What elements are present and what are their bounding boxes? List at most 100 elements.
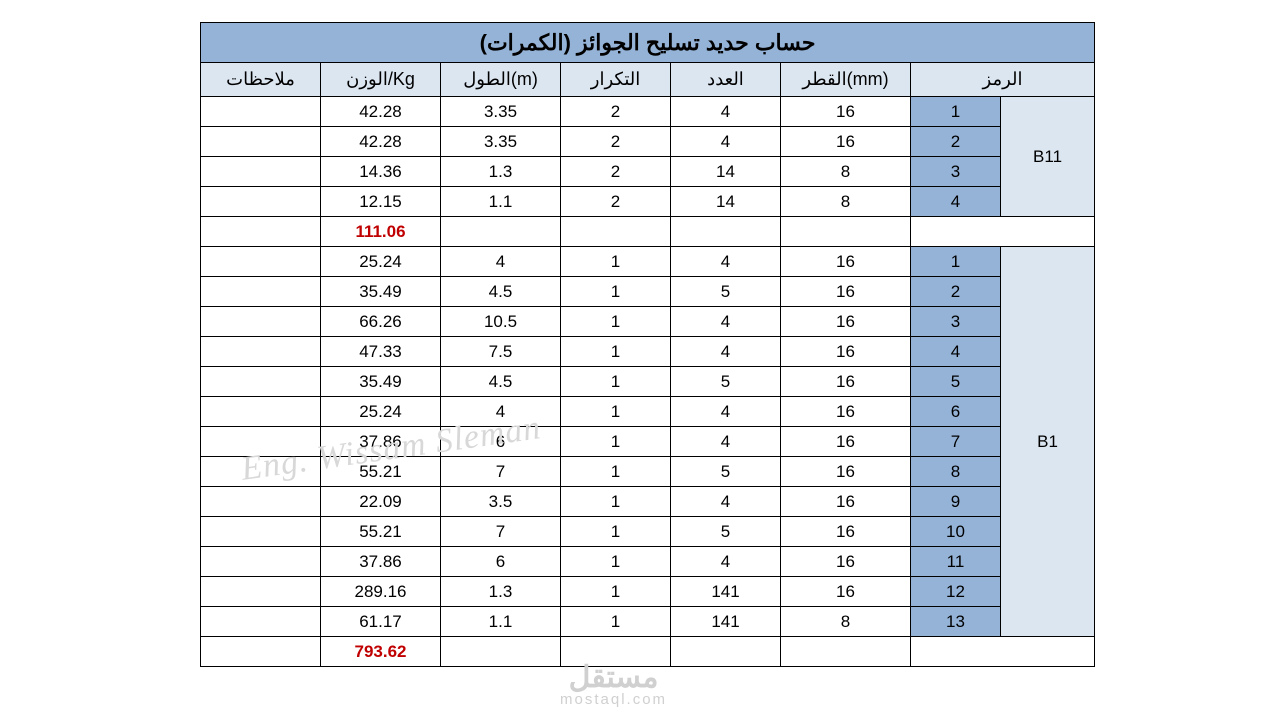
cell-repeat: 1 [561,457,671,487]
cell-length: 7 [441,457,561,487]
cell-symbol-num: 2 [911,277,1001,307]
cell-weight: 42.28 [321,97,441,127]
header-length: الطول(m) [441,63,561,97]
cell-symbol-num: 1 [911,247,1001,277]
cell-notes [201,367,321,397]
cell-count: 4 [671,307,781,337]
rebar-table-container: حساب حديد تسليح الجوائز (الكمرات)ملاحظات… [200,22,1094,667]
cell-diameter: 16 [781,247,911,277]
cell-symbol-num: 4 [911,187,1001,217]
table-row: 14.361.321483 [201,157,1095,187]
cell-symbol-label: B1 [1001,247,1095,637]
cell-notes [201,187,321,217]
total-symbol [911,637,1095,667]
total-length [441,637,561,667]
cell-diameter: 16 [781,487,911,517]
cell-diameter: 16 [781,547,911,577]
cell-weight: 47.33 [321,337,441,367]
cell-length: 3.35 [441,127,561,157]
cell-diameter: 16 [781,277,911,307]
table-row: 35.494.515162 [201,277,1095,307]
cell-repeat: 1 [561,487,671,517]
cell-diameter: 16 [781,127,911,157]
cell-notes [201,487,321,517]
cell-weight: 55.21 [321,457,441,487]
cell-weight: 25.24 [321,397,441,427]
cell-diameter: 16 [781,517,911,547]
total-row: 793.62 [201,637,1095,667]
cell-diameter: 16 [781,457,911,487]
cell-length: 1.3 [441,577,561,607]
cell-notes [201,397,321,427]
cell-weight: 37.86 [321,427,441,457]
total-repeat [561,637,671,667]
cell-diameter: 16 [781,337,911,367]
cell-weight: 22.09 [321,487,441,517]
total-weight: 111.06 [321,217,441,247]
total-length [441,217,561,247]
cell-count: 4 [671,487,781,517]
total-diameter [781,217,911,247]
cell-notes [201,427,321,457]
cell-repeat: 1 [561,367,671,397]
cell-weight: 55.21 [321,517,441,547]
cell-weight: 66.26 [321,307,441,337]
cell-symbol-num: 2 [911,127,1001,157]
cell-length: 6 [441,427,561,457]
cell-count: 4 [671,247,781,277]
cell-symbol-num: 4 [911,337,1001,367]
cell-diameter: 16 [781,397,911,427]
watermark-mostaql-ar: مستقل [560,664,667,691]
cell-symbol-num: 3 [911,307,1001,337]
cell-symbol-num: 5 [911,367,1001,397]
table-row: 12.151.121484 [201,187,1095,217]
cell-repeat: 1 [561,577,671,607]
cell-count: 4 [671,127,781,157]
cell-repeat: 1 [561,517,671,547]
total-weight: 793.62 [321,637,441,667]
cell-symbol-num: 1 [911,97,1001,127]
table-row: 37.86614167 [201,427,1095,457]
cell-diameter: 8 [781,187,911,217]
header-weight: الوزن/Kg [321,63,441,97]
cell-repeat: 1 [561,277,671,307]
cell-length: 7 [441,517,561,547]
header-diameter: القطر(mm) [781,63,911,97]
header-count: العدد [671,63,781,97]
cell-symbol-num: 12 [911,577,1001,607]
cell-diameter: 16 [781,97,911,127]
cell-length: 1.1 [441,607,561,637]
cell-weight: 289.16 [321,577,441,607]
table-row: 37.866141611 [201,547,1095,577]
cell-count: 5 [671,517,781,547]
cell-notes [201,457,321,487]
total-row: 111.06 [201,217,1095,247]
table-row: 55.217151610 [201,517,1095,547]
cell-diameter: 16 [781,427,911,457]
cell-notes [201,277,321,307]
cell-count: 14 [671,187,781,217]
cell-length: 7.5 [441,337,561,367]
rebar-table: حساب حديد تسليح الجوائز (الكمرات)ملاحظات… [200,22,1095,667]
total-symbol [911,217,1095,247]
total-diameter [781,637,911,667]
table-row: 55.21715168 [201,457,1095,487]
cell-length: 6 [441,547,561,577]
cell-weight: 25.24 [321,247,441,277]
cell-weight: 61.17 [321,607,441,637]
cell-notes [201,337,321,367]
table-row: 61.171.11141813 [201,607,1095,637]
table-row: 42.283.3524162 [201,127,1095,157]
cell-repeat: 1 [561,397,671,427]
cell-symbol-num: 7 [911,427,1001,457]
table-row: 66.2610.514163 [201,307,1095,337]
table-row: 35.494.515165 [201,367,1095,397]
total-count [671,637,781,667]
cell-symbol-num: 6 [911,397,1001,427]
cell-length: 4 [441,397,561,427]
cell-symbol-num: 10 [911,517,1001,547]
watermark-mostaql-en: mostaql.com [560,691,667,708]
cell-count: 4 [671,97,781,127]
cell-symbol-num: 13 [911,607,1001,637]
total-notes [201,217,321,247]
